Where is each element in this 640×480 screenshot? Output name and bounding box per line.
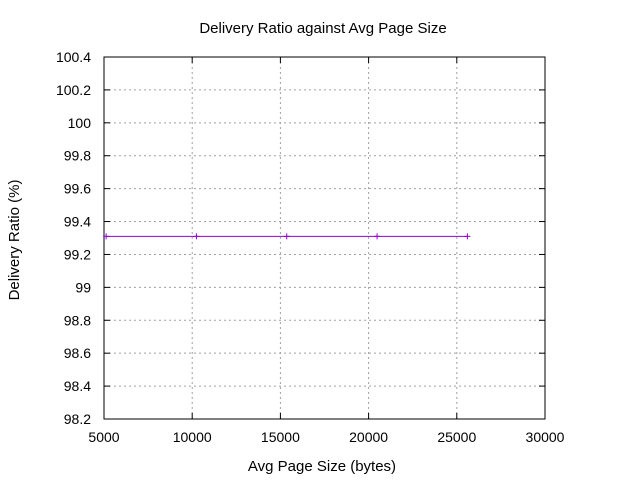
- grid-lines: [104, 57, 545, 419]
- x-tick-label: 20000: [349, 429, 388, 445]
- y-tick-label: 98.8: [64, 312, 91, 328]
- y-tick-label: 99.2: [64, 246, 91, 262]
- y-tick-label: 98.4: [64, 378, 91, 394]
- data-point: [464, 233, 471, 240]
- x-tick-labels: 5000 10000 15000 20000 25000 30000: [88, 429, 564, 445]
- axis-ticks: [103, 56, 546, 420]
- x-tick-label: 25000: [437, 429, 476, 445]
- x-tick-label: 30000: [526, 429, 565, 445]
- plot-frame: [103, 56, 546, 420]
- y-tick-labels: 98.2 98.4 98.6 98.8 99 99.2 99.4 99.6 99.8 100 100…: [56, 49, 91, 427]
- data-point: [193, 233, 200, 240]
- data-point: [374, 233, 381, 240]
- y-tick-label: 98.2: [64, 411, 91, 427]
- y-tick-label: 99.4: [64, 214, 91, 230]
- data-point: [283, 233, 290, 240]
- data-point: [103, 233, 110, 240]
- chart-title: Delivery Ratio against Avg Page Size: [199, 20, 446, 37]
- x-tick-label: 5000: [88, 429, 119, 445]
- series-group: [103, 233, 471, 240]
- y-tick-label: 99: [75, 279, 91, 295]
- y-tick-label: 100.4: [56, 49, 91, 65]
- y-tick-label: 99.8: [64, 148, 91, 164]
- y-tick-label: 100.2: [56, 82, 91, 98]
- y-tick-label: 98.6: [64, 345, 91, 361]
- y-axis-label: Delivery Ratio (%): [6, 180, 23, 301]
- y-tick-label: 99.6: [64, 181, 91, 197]
- y-tick-label: 100: [68, 115, 92, 131]
- x-tick-label: 15000: [261, 429, 300, 445]
- x-tick-label: 10000: [173, 429, 212, 445]
- x-axis-label: Avg Page Size (bytes): [248, 458, 396, 475]
